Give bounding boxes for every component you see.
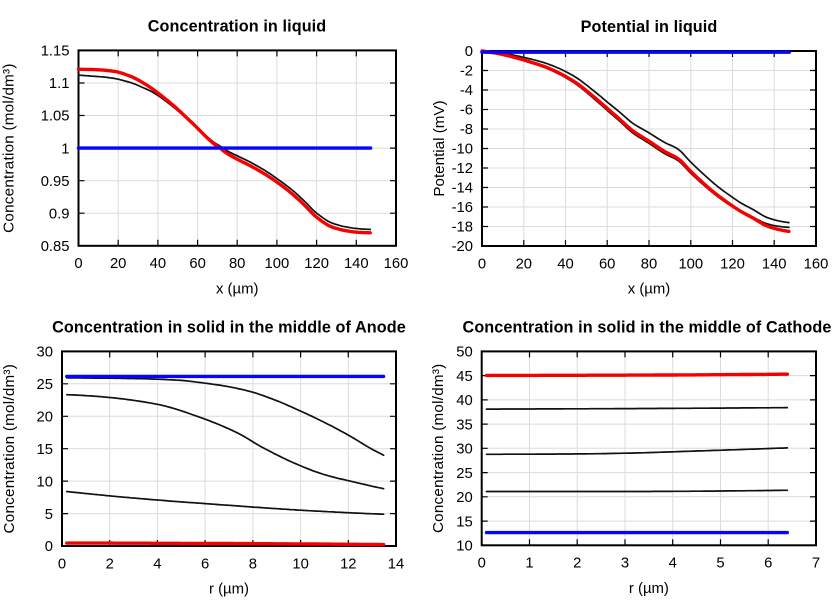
svg-text:Concentration in solid in the: Concentration in solid in the middle of … bbox=[463, 318, 832, 336]
svg-text:x (µm): x (µm) bbox=[628, 282, 671, 298]
svg-text:6: 6 bbox=[764, 556, 772, 572]
svg-text:2: 2 bbox=[106, 556, 114, 572]
svg-text:Concentration (mol/dm³): Concentration (mol/dm³) bbox=[0, 63, 17, 233]
svg-text:50: 50 bbox=[456, 345, 472, 361]
svg-text:5: 5 bbox=[45, 507, 53, 523]
svg-text:60: 60 bbox=[599, 256, 615, 272]
svg-text:80: 80 bbox=[229, 256, 245, 272]
svg-text:0.85: 0.85 bbox=[41, 239, 70, 255]
svg-text:2: 2 bbox=[573, 556, 581, 572]
svg-text:10: 10 bbox=[456, 539, 472, 555]
svg-text:20: 20 bbox=[516, 256, 532, 272]
svg-text:-2: -2 bbox=[460, 64, 473, 80]
svg-text:15: 15 bbox=[456, 514, 472, 530]
svg-text:140: 140 bbox=[762, 256, 787, 272]
svg-text:x (µm): x (µm) bbox=[216, 281, 259, 297]
svg-text:Potential in liquid: Potential in liquid bbox=[581, 18, 718, 36]
svg-text:40: 40 bbox=[557, 256, 573, 272]
svg-text:Concentration in liquid: Concentration in liquid bbox=[148, 17, 327, 35]
svg-text:-6: -6 bbox=[460, 103, 473, 119]
svg-text:30: 30 bbox=[37, 345, 53, 361]
svg-text:1.05: 1.05 bbox=[41, 109, 70, 125]
svg-text:120: 120 bbox=[720, 256, 745, 272]
svg-text:12: 12 bbox=[340, 556, 356, 572]
svg-text:0: 0 bbox=[478, 256, 486, 272]
svg-text:8: 8 bbox=[249, 556, 257, 572]
svg-text:-10: -10 bbox=[452, 142, 473, 158]
svg-text:0: 0 bbox=[58, 556, 66, 572]
svg-text:0.9: 0.9 bbox=[49, 206, 70, 222]
svg-text:r (µm): r (µm) bbox=[209, 582, 249, 598]
svg-text:1: 1 bbox=[525, 556, 533, 572]
svg-text:-12: -12 bbox=[452, 161, 473, 177]
svg-text:25: 25 bbox=[37, 377, 53, 393]
svg-text:14: 14 bbox=[388, 556, 404, 572]
svg-text:20: 20 bbox=[456, 490, 472, 506]
svg-text:0: 0 bbox=[74, 256, 82, 272]
svg-text:0: 0 bbox=[478, 556, 486, 572]
svg-text:-18: -18 bbox=[452, 220, 473, 236]
svg-text:r (µm): r (µm) bbox=[629, 581, 669, 597]
svg-text:160: 160 bbox=[384, 256, 409, 272]
svg-text:140: 140 bbox=[344, 256, 369, 272]
svg-text:7: 7 bbox=[812, 556, 820, 572]
svg-text:5: 5 bbox=[716, 556, 724, 572]
svg-text:0.95: 0.95 bbox=[41, 174, 70, 190]
svg-text:0: 0 bbox=[465, 44, 473, 60]
svg-text:15: 15 bbox=[37, 442, 53, 458]
svg-text:-14: -14 bbox=[452, 181, 473, 197]
svg-text:4: 4 bbox=[669, 556, 677, 572]
svg-text:30: 30 bbox=[456, 442, 472, 458]
svg-text:1.15: 1.15 bbox=[41, 44, 70, 60]
svg-text:1: 1 bbox=[61, 141, 69, 157]
svg-text:100: 100 bbox=[265, 256, 290, 272]
svg-text:-4: -4 bbox=[460, 83, 473, 99]
svg-text:4: 4 bbox=[153, 556, 161, 572]
svg-text:Potential (mV): Potential (mV) bbox=[431, 100, 448, 196]
svg-text:10: 10 bbox=[37, 474, 53, 490]
svg-text:10: 10 bbox=[292, 556, 308, 572]
svg-text:Concentration (mol/dm³): Concentration (mol/dm³) bbox=[1, 364, 18, 534]
svg-text:100: 100 bbox=[678, 256, 703, 272]
svg-text:-8: -8 bbox=[460, 122, 473, 138]
svg-text:40: 40 bbox=[150, 256, 166, 272]
svg-text:20: 20 bbox=[110, 256, 126, 272]
svg-text:45: 45 bbox=[456, 369, 472, 385]
svg-text:1.1: 1.1 bbox=[49, 76, 70, 92]
svg-text:Concentration in solid in the: Concentration in solid in the middle of … bbox=[52, 318, 406, 336]
svg-text:40: 40 bbox=[456, 393, 472, 409]
svg-text:-20: -20 bbox=[452, 239, 473, 255]
svg-text:25: 25 bbox=[456, 466, 472, 482]
svg-text:60: 60 bbox=[189, 256, 205, 272]
svg-text:20: 20 bbox=[37, 410, 53, 426]
svg-text:0: 0 bbox=[45, 539, 53, 555]
svg-text:-16: -16 bbox=[452, 200, 473, 216]
svg-text:120: 120 bbox=[304, 256, 329, 272]
svg-text:Concentration (mol/dm³): Concentration (mol/dm³) bbox=[430, 364, 447, 534]
svg-text:80: 80 bbox=[641, 256, 657, 272]
svg-text:35: 35 bbox=[456, 417, 472, 433]
svg-text:160: 160 bbox=[804, 256, 829, 272]
svg-text:6: 6 bbox=[201, 556, 209, 572]
svg-text:3: 3 bbox=[621, 556, 629, 572]
